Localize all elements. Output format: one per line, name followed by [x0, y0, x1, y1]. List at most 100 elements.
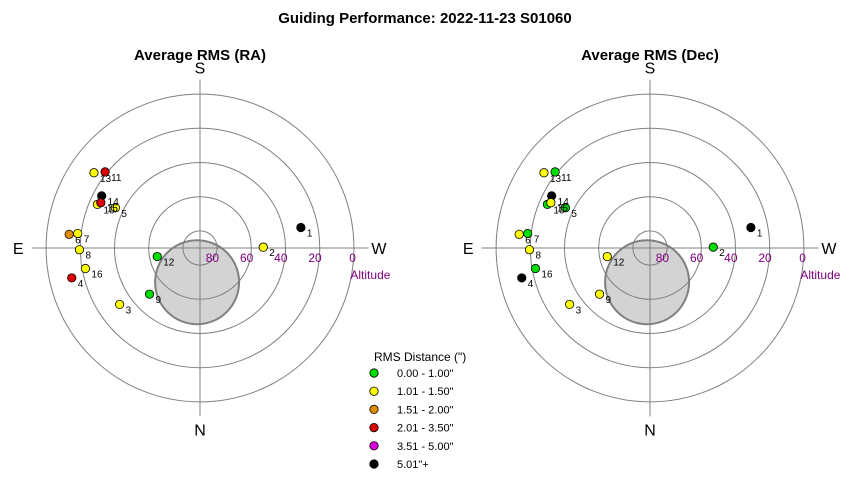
data-point[interactable] [602, 251, 612, 262]
altitude-tick-label: 20 [308, 251, 322, 265]
data-point[interactable] [523, 228, 533, 239]
data-point[interactable] [550, 167, 560, 177]
data-point-label: 12 [163, 258, 175, 269]
data-point-label: 2 [269, 248, 275, 259]
data-point[interactable] [100, 167, 110, 177]
data-point[interactable] [144, 289, 155, 299]
data-point[interactable] [517, 273, 527, 283]
data-point-label: 7 [84, 234, 90, 245]
data-point-label: 4 [528, 279, 534, 290]
data-point-label: 8 [85, 251, 91, 262]
data-point[interactable] [594, 289, 605, 299]
data-point[interactable] [96, 198, 106, 208]
altitude-axis-label: Altitude [800, 268, 840, 282]
data-point[interactable] [708, 242, 718, 252]
data-point[interactable] [115, 299, 125, 310]
altitude-tick-label: 80 [206, 251, 220, 265]
data-point-label: 11 [111, 173, 122, 184]
data-point-label: 6 [525, 235, 531, 246]
data-point-label: 15 [107, 204, 119, 215]
altitude-tick-label: 60 [240, 251, 254, 265]
obstruction-disc [154, 239, 241, 326]
data-point-label: 16 [541, 270, 553, 281]
data-point[interactable] [546, 198, 556, 208]
altitude-tick-label: 0 [799, 251, 806, 265]
data-point[interactable] [746, 222, 756, 233]
data-point-label: 4 [78, 279, 84, 290]
data-point[interactable] [73, 228, 83, 239]
data-point[interactable] [80, 263, 91, 274]
legend-swatch [369, 459, 379, 469]
legend-swatch [369, 422, 379, 433]
direction-label-north: N [644, 422, 656, 439]
data-point-label: 10 [103, 205, 115, 216]
data-point[interactable] [152, 251, 162, 262]
data-point[interactable] [565, 299, 575, 310]
data-point[interactable] [110, 203, 120, 213]
data-point[interactable] [560, 203, 570, 213]
obstruction-disc [604, 239, 691, 326]
data-point-label: 7 [534, 234, 540, 245]
legend-swatch [369, 441, 379, 451]
plot-title: Average RMS (Dec) [581, 47, 719, 64]
data-point-label: 13 [100, 174, 112, 185]
polar-plot-2: Average RMS (Dec)SNE W80 60 40 20 0Altitude12… [463, 47, 841, 439]
data-point-label: 5 [121, 209, 127, 220]
data-point-label: 1 [757, 228, 763, 239]
data-point[interactable] [89, 168, 99, 178]
altitude-tick-label: 40 [274, 251, 288, 265]
data-point[interactable] [524, 245, 535, 255]
data-point[interactable] [67, 273, 77, 283]
data-point[interactable] [64, 229, 74, 239]
altitude-tick-label: 40 [724, 251, 738, 265]
legend-title: RMS Distance (") [374, 350, 466, 364]
data-point-label: 16 [91, 270, 103, 281]
legend-item-label: 0.00 - 1.00" [397, 368, 454, 380]
data-point-label: 11 [561, 173, 572, 184]
data-point-label: 12 [613, 258, 625, 269]
legend-swatch [369, 368, 379, 378]
direction-label-south: S [195, 61, 206, 78]
data-point-label: 8 [535, 251, 541, 262]
data-point[interactable] [74, 245, 85, 255]
data-point-label: 1 [307, 228, 313, 239]
data-point-label: 14 [108, 197, 120, 208]
chart-main-title: Guiding Performance: 2022-11-23 S01060 [278, 10, 572, 27]
altitude-tick-label: 60 [690, 251, 704, 265]
direction-label-west: W [371, 241, 387, 258]
legend-swatch [369, 404, 379, 414]
legend-item-label: 5.01"+ [397, 459, 429, 471]
data-point[interactable] [530, 263, 541, 274]
data-point-label: 9 [156, 295, 162, 306]
legend-item-label: 3.51 - 5.00" [397, 441, 454, 453]
data-point[interactable] [296, 222, 306, 233]
data-point-label: 6 [75, 235, 81, 246]
data-point-label: 3 [576, 305, 582, 316]
data-point-label: 14 [558, 197, 570, 208]
data-point[interactable] [258, 242, 268, 252]
direction-label-east: E [463, 241, 474, 258]
legend-item-label: 1.01 - 1.50" [397, 386, 454, 398]
plot-title: Average RMS (RA) [134, 47, 266, 64]
direction-label-north: N [194, 422, 206, 439]
data-point-label: 5 [571, 209, 577, 220]
data-point-label: 13 [550, 174, 562, 185]
data-point[interactable] [514, 229, 524, 239]
altitude-tick-label: 80 [656, 251, 670, 265]
altitude-tick-label: 20 [758, 251, 772, 265]
data-point-label: 10 [553, 205, 565, 216]
direction-label-south: S [645, 61, 656, 78]
direction-label-west: W [821, 241, 837, 258]
legend-swatch [369, 386, 379, 396]
legend-item-label: 1.51 - 2.00" [397, 404, 454, 416]
direction-label-east: E [13, 241, 24, 258]
polar-plot-1: Average RMS (RA)SNE W80 60 40 20 0Altitude123… [13, 47, 391, 439]
data-point[interactable] [539, 168, 549, 178]
altitude-axis-label: Altitude [350, 268, 390, 282]
data-point-label: 2 [719, 248, 725, 259]
data-point-label: 9 [606, 295, 612, 306]
altitude-tick-label: 0 [349, 251, 356, 265]
data-point-label: 3 [126, 305, 132, 316]
data-point-label: 15 [557, 204, 569, 215]
